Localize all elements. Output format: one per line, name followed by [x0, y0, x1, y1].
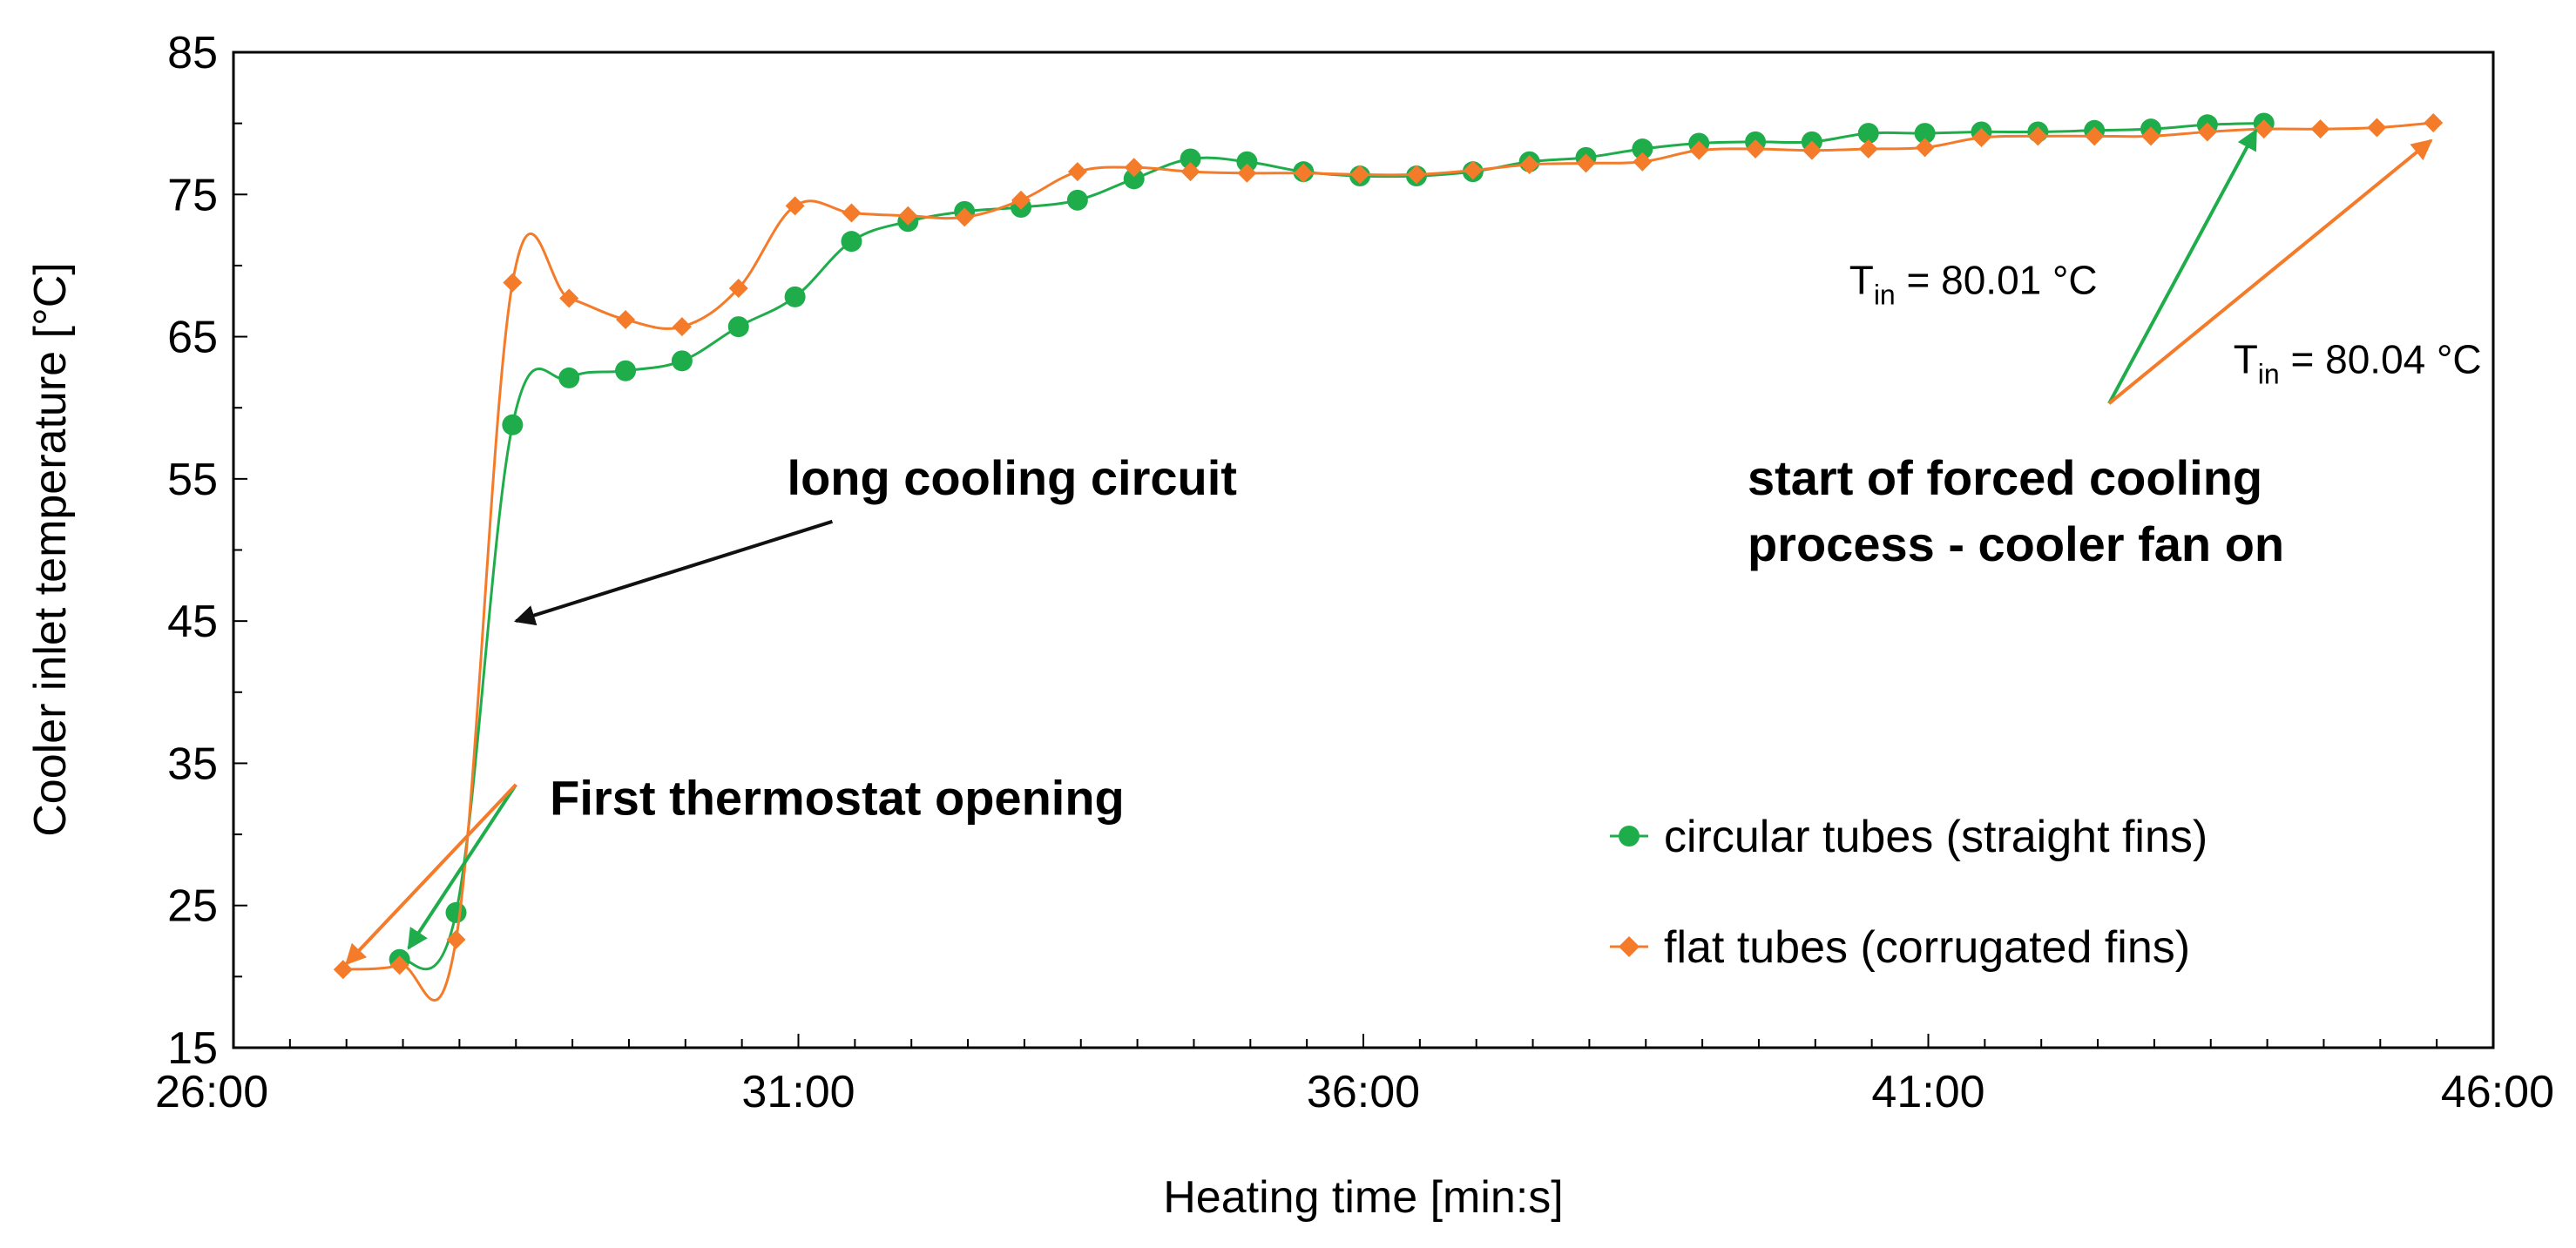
y-axis: 15 25 35 45 55 65 75 85	[167, 28, 247, 1074]
legend-marker-circular	[1619, 826, 1640, 847]
data-point	[898, 206, 918, 226]
thermostat-arrow	[345, 783, 517, 966]
thermostat-arrow	[407, 783, 517, 950]
data-point	[1180, 162, 1200, 182]
data-point	[1236, 151, 1258, 172]
data-point	[615, 360, 637, 381]
x-tick-label: 36:00	[1307, 1067, 1420, 1117]
data-point	[1519, 154, 1539, 174]
data-point	[1914, 123, 1936, 145]
y-tick-label: 65	[167, 313, 218, 363]
series-layer	[333, 112, 2444, 1002]
forced-cooling-arrow	[2107, 138, 2433, 405]
y-tick-label: 75	[167, 170, 218, 220]
x-axis-label: Heating time [min:s]	[1163, 1172, 1564, 1223]
data-point	[1067, 162, 1087, 182]
data-point	[1294, 163, 1314, 183]
data-point	[558, 367, 580, 388]
annotation-first-thermostat: First thermostat opening	[550, 770, 1125, 825]
data-point	[1576, 153, 1596, 173]
annotation-tin-circular: Tin = 80.01 °C	[1849, 257, 2098, 310]
series-flat-tubes	[333, 112, 2444, 1002]
data-point	[671, 350, 693, 372]
data-point	[1011, 190, 1031, 210]
data-point	[2310, 119, 2330, 139]
data-point	[841, 231, 862, 253]
data-point	[672, 317, 692, 337]
data-point	[389, 955, 409, 975]
data-point	[784, 286, 806, 307]
data-point	[1632, 138, 1653, 160]
data-point	[2141, 126, 2161, 146]
series-line	[342, 121, 2434, 1002]
data-point	[1633, 152, 1653, 172]
forced-cooling-arrow	[2107, 128, 2258, 405]
data-point	[1406, 165, 1426, 185]
data-point	[559, 288, 579, 308]
y-axis-label: Cooler inlet temperature [°C]	[25, 262, 76, 837]
x-tick-label: 46:00	[2441, 1067, 2554, 1117]
data-point	[503, 273, 523, 293]
data-point	[1463, 160, 1483, 180]
y-tick-label: 45	[167, 597, 218, 647]
data-point	[1858, 139, 1878, 159]
legend-label-circular: circular tubes (straight fins)	[1664, 812, 2208, 862]
data-point	[2254, 119, 2274, 139]
annotation-forced-cooling-line2: process - cooler fan on	[1748, 516, 2284, 571]
data-point	[1350, 165, 1370, 185]
data-point	[1857, 123, 1879, 145]
data-point	[445, 901, 467, 923]
data-point	[2424, 112, 2444, 132]
data-point	[728, 279, 748, 299]
data-point	[2085, 126, 2105, 146]
data-point	[1124, 158, 1144, 178]
x-tick-label: 31:00	[741, 1067, 855, 1117]
x-tick-label: 26:00	[155, 1067, 268, 1117]
data-point	[502, 414, 524, 435]
y-tick-label: 85	[167, 28, 218, 78]
data-point	[1066, 189, 1088, 211]
data-point	[2197, 122, 2217, 142]
x-axis: 26:00 31:00 36:00 41:00 46:00	[155, 1034, 2554, 1117]
legend-label-flat: flat tubes (corrugated fins)	[1664, 922, 2190, 973]
data-point	[955, 207, 975, 227]
data-point	[1971, 127, 1991, 147]
annotation-forced-cooling-line1: start of forced cooling	[1748, 450, 2262, 505]
data-point	[2367, 118, 2387, 138]
x-tick-label: 41:00	[1871, 1067, 1984, 1117]
y-tick-label: 25	[167, 881, 218, 932]
data-point	[727, 316, 749, 338]
data-point	[446, 929, 466, 949]
annotation-long-cooling: long cooling circuit	[788, 450, 1237, 505]
y-tick-label: 15	[167, 1023, 218, 1074]
data-point	[842, 203, 862, 223]
data-point	[1689, 140, 1709, 160]
annotation-layer: long cooling circuit First thermostat ope…	[345, 128, 2482, 966]
long-cooling-arrow	[513, 519, 834, 626]
y-tick-label: 35	[167, 739, 218, 789]
data-point	[1237, 163, 1257, 183]
legend-marker-flat	[1619, 936, 1640, 957]
data-point	[616, 309, 636, 329]
legend: circular tubes (straight fins) flat tube…	[1610, 812, 2208, 973]
data-point	[785, 196, 805, 216]
data-point	[1802, 140, 1822, 160]
data-point	[2028, 126, 2048, 146]
data-point	[1180, 148, 1201, 170]
annotation-tin-flat: Tin = 80.04 °C	[2234, 337, 2482, 390]
data-point	[1123, 168, 1145, 190]
data-point	[1746, 139, 1766, 159]
data-point	[1915, 138, 1935, 158]
y-tick-label: 55	[167, 455, 218, 505]
